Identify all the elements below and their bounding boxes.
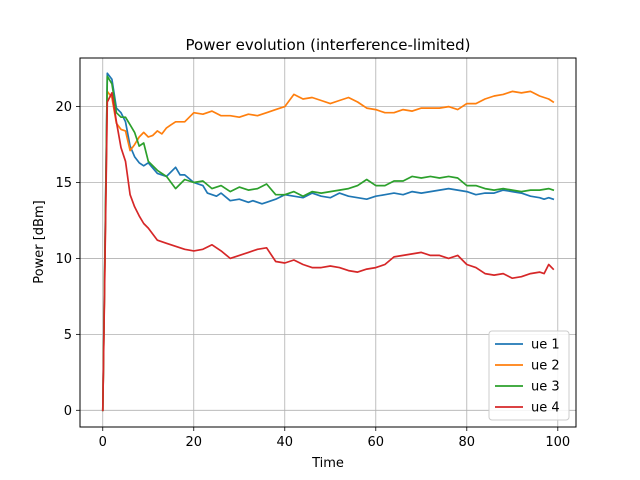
legend-label: ue 4 [531,401,560,416]
x-tick-label: 100 [545,435,570,450]
x-tick-label: 80 [459,435,476,450]
x-tick-label: 60 [368,435,385,450]
y-tick-label: 0 [64,404,72,419]
legend: ue 1 ue 2 ue 3 ue 4 [488,330,570,421]
y-tick-label: 15 [55,176,72,191]
legend-label: ue 2 [531,359,560,374]
y-tick-label: 5 [64,328,72,343]
axis-ticks: 0 20 40 60 80 100 0 5 10 15 20 [55,100,570,450]
grid-lines [80,58,576,427]
series-line-ue-1 [101,72,555,412]
y-tick-label: 20 [55,100,72,115]
x-tick-label: 40 [276,435,293,450]
x-tick-label: 0 [99,435,107,450]
x-tick-label: 20 [185,435,202,450]
chart-title: Power evolution (interference-limited) [186,36,471,54]
series-lines [101,72,555,412]
series-line-ue-2 [101,90,555,412]
series-line-ue-4 [101,92,555,412]
x-axis-label: Time [311,456,344,471]
y-axis-label: Power [dBm] [32,200,47,283]
legend-label: ue 1 [531,338,560,353]
legend-box [488,330,570,421]
y-tick-label: 10 [55,252,72,267]
plot-frame [79,57,577,428]
series-line-ue-3 [101,75,555,412]
legend-label: ue 3 [531,380,560,395]
